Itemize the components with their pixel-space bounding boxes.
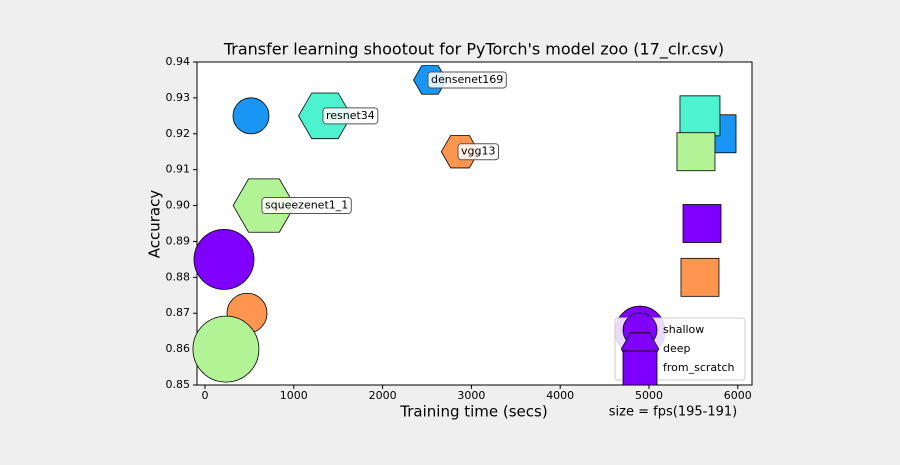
x-tick-label: 4000 xyxy=(546,389,574,402)
legend-marker xyxy=(622,350,658,386)
point-annotation: squeezenet1_1 xyxy=(265,199,348,212)
square-point xyxy=(680,257,720,297)
legend-label: from_scratch xyxy=(663,361,735,374)
y-tick-label: 0.92 xyxy=(166,127,191,140)
x-tick-label: 2000 xyxy=(369,389,397,402)
y-tick-label: 0.89 xyxy=(166,234,191,247)
y-tick-label: 0.85 xyxy=(166,378,191,391)
x-tick-label: 6000 xyxy=(724,389,752,402)
annotation-box xyxy=(322,107,379,125)
square-point xyxy=(676,132,716,172)
chart-title: Transfer learning shootout for PyTorch's… xyxy=(223,40,724,60)
x-axis-label: Training time (secs) xyxy=(399,403,547,421)
y-tick-label: 0.93 xyxy=(166,91,191,104)
point-annotation: resnet34 xyxy=(326,109,375,122)
circle-point xyxy=(232,97,270,135)
point-annotation: vgg13 xyxy=(461,145,495,158)
x-tick-label: 0 xyxy=(201,389,208,402)
point-annotation: densenet169 xyxy=(431,73,503,86)
circle-point xyxy=(192,315,260,383)
y-tick-label: 0.86 xyxy=(166,342,191,355)
x-tick-label: 5000 xyxy=(635,389,663,402)
y-tick-label: 0.87 xyxy=(166,306,191,319)
square-point xyxy=(682,204,722,243)
x-tick-label: 1000 xyxy=(280,389,308,402)
y-tick-label: 0.94 xyxy=(166,55,191,68)
size-note: size = fps(195-191) xyxy=(609,405,737,420)
annotation-box xyxy=(261,197,352,215)
x-tick-label: 3000 xyxy=(457,389,485,402)
square-point xyxy=(679,95,721,137)
annotation-box xyxy=(427,71,507,89)
legend-label: deep xyxy=(663,342,691,355)
annotation-box xyxy=(457,143,500,161)
legend-label: shallow xyxy=(663,323,704,336)
y-axis-label: Accuracy xyxy=(146,190,164,259)
y-tick-label: 0.88 xyxy=(166,270,191,283)
circle-point xyxy=(193,228,255,290)
y-tick-label: 0.90 xyxy=(166,199,191,212)
y-tick-label: 0.91 xyxy=(166,163,191,176)
